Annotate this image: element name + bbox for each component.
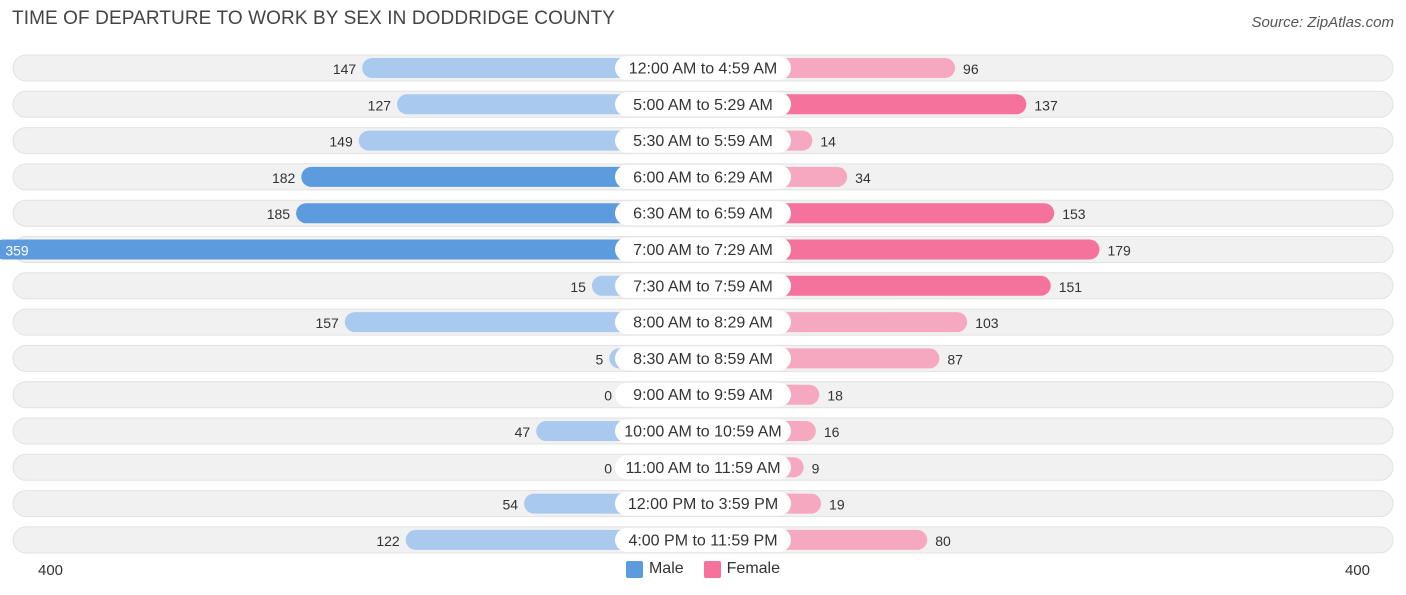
female-value-label: 137 xyxy=(1034,97,1058,113)
female-bar xyxy=(703,239,1100,260)
category-label: 7:30 AM to 7:59 AM xyxy=(633,278,773,295)
female-value-label: 151 xyxy=(1059,279,1083,295)
category-pill xyxy=(615,527,791,552)
male-value-label: 185 xyxy=(267,206,291,222)
category-label: 5:00 AM to 5:29 AM xyxy=(633,97,773,114)
male-value-label: 127 xyxy=(368,97,392,113)
female-value-label: 19 xyxy=(829,497,845,513)
male-bar xyxy=(301,166,703,187)
male-bar xyxy=(344,312,703,333)
male-value-label: 0 xyxy=(604,388,612,404)
category-label: 12:00 AM to 4:59 AM xyxy=(629,61,778,78)
female-value-label: 96 xyxy=(963,61,979,77)
category-label: 4:00 PM to 11:59 PM xyxy=(628,532,777,549)
legend-label-male: Male xyxy=(648,560,684,577)
female-bar xyxy=(703,275,1051,296)
category-label: 11:00 AM to 11:59 AM xyxy=(625,460,780,477)
category-pill xyxy=(615,346,791,371)
legend-label-female: Female xyxy=(726,560,781,577)
chart-title: TIME OF DEPARTURE TO WORK BY SEX IN DODD… xyxy=(12,8,616,29)
category-pill xyxy=(615,273,791,298)
male-bar xyxy=(296,203,703,224)
category-pill xyxy=(615,310,791,335)
female-value-label: 18 xyxy=(827,388,843,404)
female-value-label: 87 xyxy=(947,351,963,367)
male-value-label: 147 xyxy=(333,61,357,77)
category-label: 9:00 AM to 9:59 AM xyxy=(633,387,773,404)
legend-swatch-female xyxy=(703,560,721,578)
source-credit: Source: ZipAtlas.com xyxy=(1251,14,1394,31)
male-value-label: 15 xyxy=(570,279,586,295)
category-label: 5:30 AM to 5:59 AM xyxy=(633,133,773,150)
category-pill xyxy=(615,92,791,117)
category-label: 8:00 AM to 8:29 AM xyxy=(633,315,773,332)
legend: Male Female xyxy=(0,560,1406,578)
category-label: 6:30 AM to 6:59 AM xyxy=(633,206,773,223)
category-label: 7:00 AM to 7:29 AM xyxy=(633,242,773,259)
category-label: 8:30 AM to 8:59 AM xyxy=(633,351,773,368)
male-value-label: 157 xyxy=(315,315,339,331)
category-pill xyxy=(615,128,791,153)
female-value-label: 14 xyxy=(820,134,836,150)
legend-swatch-male xyxy=(625,560,643,578)
category-pill xyxy=(615,164,791,189)
category-pill xyxy=(615,201,791,226)
category-pill xyxy=(615,382,791,407)
female-value-label: 80 xyxy=(935,533,951,549)
category-label: 12:00 PM to 3:59 PM xyxy=(628,496,778,513)
category-label: 6:00 AM to 6:29 AM xyxy=(633,169,773,186)
axis-left-label: 400 xyxy=(38,562,64,579)
category-label: 10:00 AM to 10:59 AM xyxy=(624,424,781,441)
axis-right-label: 400 xyxy=(1344,562,1370,579)
female-value-label: 153 xyxy=(1062,206,1086,222)
category-pill xyxy=(615,56,791,80)
male-value-label: 122 xyxy=(376,533,400,549)
female-value-label: 179 xyxy=(1107,243,1131,259)
female-value-label: 16 xyxy=(824,424,840,440)
legend-item-male: Male xyxy=(625,560,684,578)
category-pill xyxy=(615,419,791,443)
male-value-label: 5 xyxy=(596,351,604,367)
category-pill xyxy=(615,237,791,262)
male-value-label: 359 xyxy=(5,243,29,259)
category-pill xyxy=(615,491,791,516)
male-value-label: 149 xyxy=(329,134,353,150)
male-value-label: 47 xyxy=(515,424,531,440)
male-value-label: 182 xyxy=(272,170,296,186)
female-value-label: 103 xyxy=(975,315,999,331)
male-bar xyxy=(0,239,703,260)
female-value-label: 34 xyxy=(855,170,871,186)
category-pill xyxy=(615,455,791,480)
legend-item-female: Female xyxy=(703,560,781,578)
female-bar xyxy=(703,203,1055,224)
male-value-label: 54 xyxy=(502,497,518,513)
female-value-label: 9 xyxy=(812,460,820,476)
male-value-label: 0 xyxy=(604,460,612,476)
